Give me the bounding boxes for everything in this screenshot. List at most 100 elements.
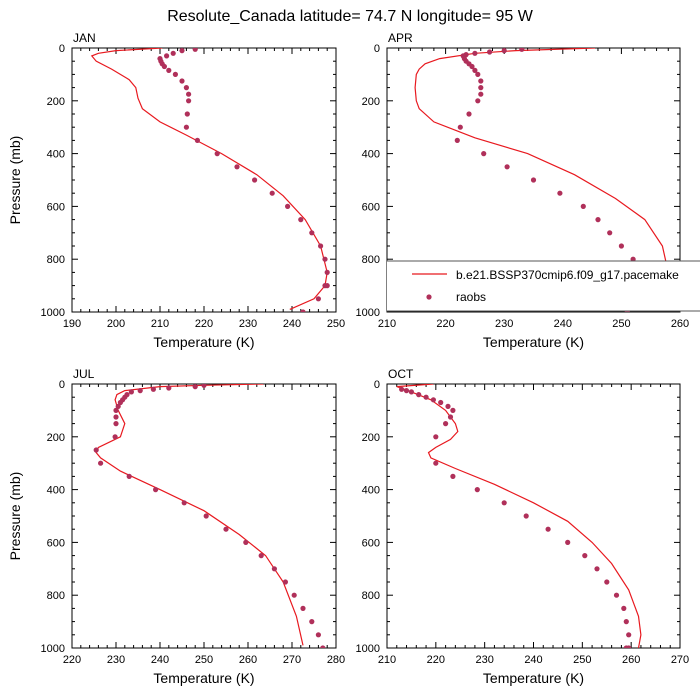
raobs-point (243, 539, 249, 546)
raobs-point (137, 388, 143, 394)
raobs-point (128, 389, 134, 395)
x-tick-label: 240 (151, 654, 169, 666)
x-tick-label: 190 (63, 318, 81, 330)
x-tick-label: 230 (475, 654, 493, 666)
raobs-point (423, 394, 429, 400)
raobs-point (166, 385, 172, 391)
raobs-point (184, 111, 190, 117)
x-tick-label: 220 (63, 654, 81, 666)
y-tick-label: 1000 (41, 307, 65, 319)
raobs-point (172, 71, 178, 77)
raobs-point (186, 98, 192, 104)
x-tick-label: 270 (671, 654, 689, 666)
raobs-point (443, 421, 449, 427)
raobs-point (322, 256, 328, 262)
raobs-point (613, 592, 620, 598)
raobs-point (416, 392, 422, 398)
x-tick-label: 260 (671, 318, 689, 330)
raobs-point (403, 388, 410, 394)
y-tick-label: 200 (47, 432, 65, 444)
raobs-point (582, 553, 588, 559)
raobs-point (607, 230, 613, 236)
legend-background (387, 261, 700, 311)
y-tick-label: 600 (362, 201, 380, 213)
raobs-point (93, 447, 99, 453)
raobs-point (269, 190, 275, 196)
x-tick-label: 250 (612, 318, 630, 330)
x-axis-label: Temperature (K) (483, 334, 584, 350)
y-tick-label: 600 (47, 537, 65, 549)
raobs-point (545, 526, 551, 532)
x-tick-label: 210 (378, 318, 396, 330)
raobs-point (186, 91, 192, 97)
raobs-point (214, 151, 220, 157)
y-tick-label: 800 (362, 254, 380, 266)
raobs-point (113, 421, 119, 427)
y-tick-label: 200 (362, 96, 380, 108)
raobs-point (475, 71, 481, 77)
raobs-point (530, 177, 537, 183)
y-tick-label: 1000 (41, 643, 65, 655)
y-tick-label: 400 (362, 149, 380, 161)
raobs-point (621, 605, 627, 612)
y-axis-label: Pressure (mb) (7, 472, 23, 561)
raobs-point (298, 217, 304, 223)
raobs-point (618, 243, 625, 249)
raobs-point (252, 177, 258, 183)
raobs-point (472, 50, 478, 56)
plot-data (396, 384, 642, 648)
x-axis-label: Temperature (K) (153, 334, 254, 350)
raobs-point (454, 137, 460, 143)
x-tick-label: 240 (524, 654, 542, 666)
y-tick-label: 600 (362, 537, 380, 549)
x-tick-label: 220 (195, 318, 213, 330)
y-tick-label: 1000 (356, 307, 380, 319)
raobs-point (166, 67, 172, 73)
panel-jul: 220 230 240 250 260 270 280 0 200 400 600 800 1000 JU… (7, 367, 345, 686)
raobs-point (450, 473, 456, 479)
raobs-point (183, 124, 189, 130)
raobs-point (450, 407, 456, 413)
raobs-point (447, 414, 454, 420)
legend-label-raobs: raobs (456, 290, 486, 304)
raobs-point (192, 384, 198, 390)
x-tick-label: 260 (239, 654, 257, 666)
panel-jan: 190 200 210 220 230 240 250 0 200 400 600 800 1000 JA… (7, 31, 345, 350)
x-axis-label: Temperature (K) (153, 670, 254, 686)
raobs-point (469, 63, 475, 70)
raobs-point (181, 500, 187, 506)
y-tick-label: 200 (47, 96, 65, 108)
x-tick-label: 220 (436, 318, 454, 330)
y-axis-label: Pressure (mb) (7, 136, 23, 225)
x-tick-label: 230 (239, 318, 257, 330)
raobs-point (474, 487, 480, 493)
raobs-point (523, 513, 529, 519)
raobs-point (271, 566, 277, 572)
raobs-point (223, 526, 229, 532)
raobs-point (478, 85, 484, 91)
raobs-point (126, 473, 132, 479)
y-tick-label: 0 (59, 379, 65, 391)
raobs-point (478, 91, 484, 97)
raobs-point (291, 592, 297, 598)
raobs-point (501, 500, 507, 506)
x-tick-label: 230 (107, 654, 125, 666)
y-tick-label: 400 (362, 485, 380, 497)
raobs-point (481, 151, 487, 157)
raobs-point (557, 190, 563, 196)
panel-label: JUL (73, 367, 95, 381)
y-tick-label: 400 (47, 485, 65, 497)
y-tick-label: 0 (59, 43, 65, 55)
raobs-point (192, 48, 198, 52)
x-tick-label: 230 (495, 318, 513, 330)
raobs-point (433, 434, 439, 440)
x-tick-label: 260 (622, 654, 640, 666)
raobs-point (472, 67, 478, 73)
model-profile-line (90, 48, 328, 310)
raobs-point (445, 403, 451, 409)
raobs-point (285, 203, 291, 209)
x-tick-label: 270 (283, 654, 301, 666)
raobs-point (408, 389, 414, 395)
y-tick-label: 800 (47, 590, 65, 602)
